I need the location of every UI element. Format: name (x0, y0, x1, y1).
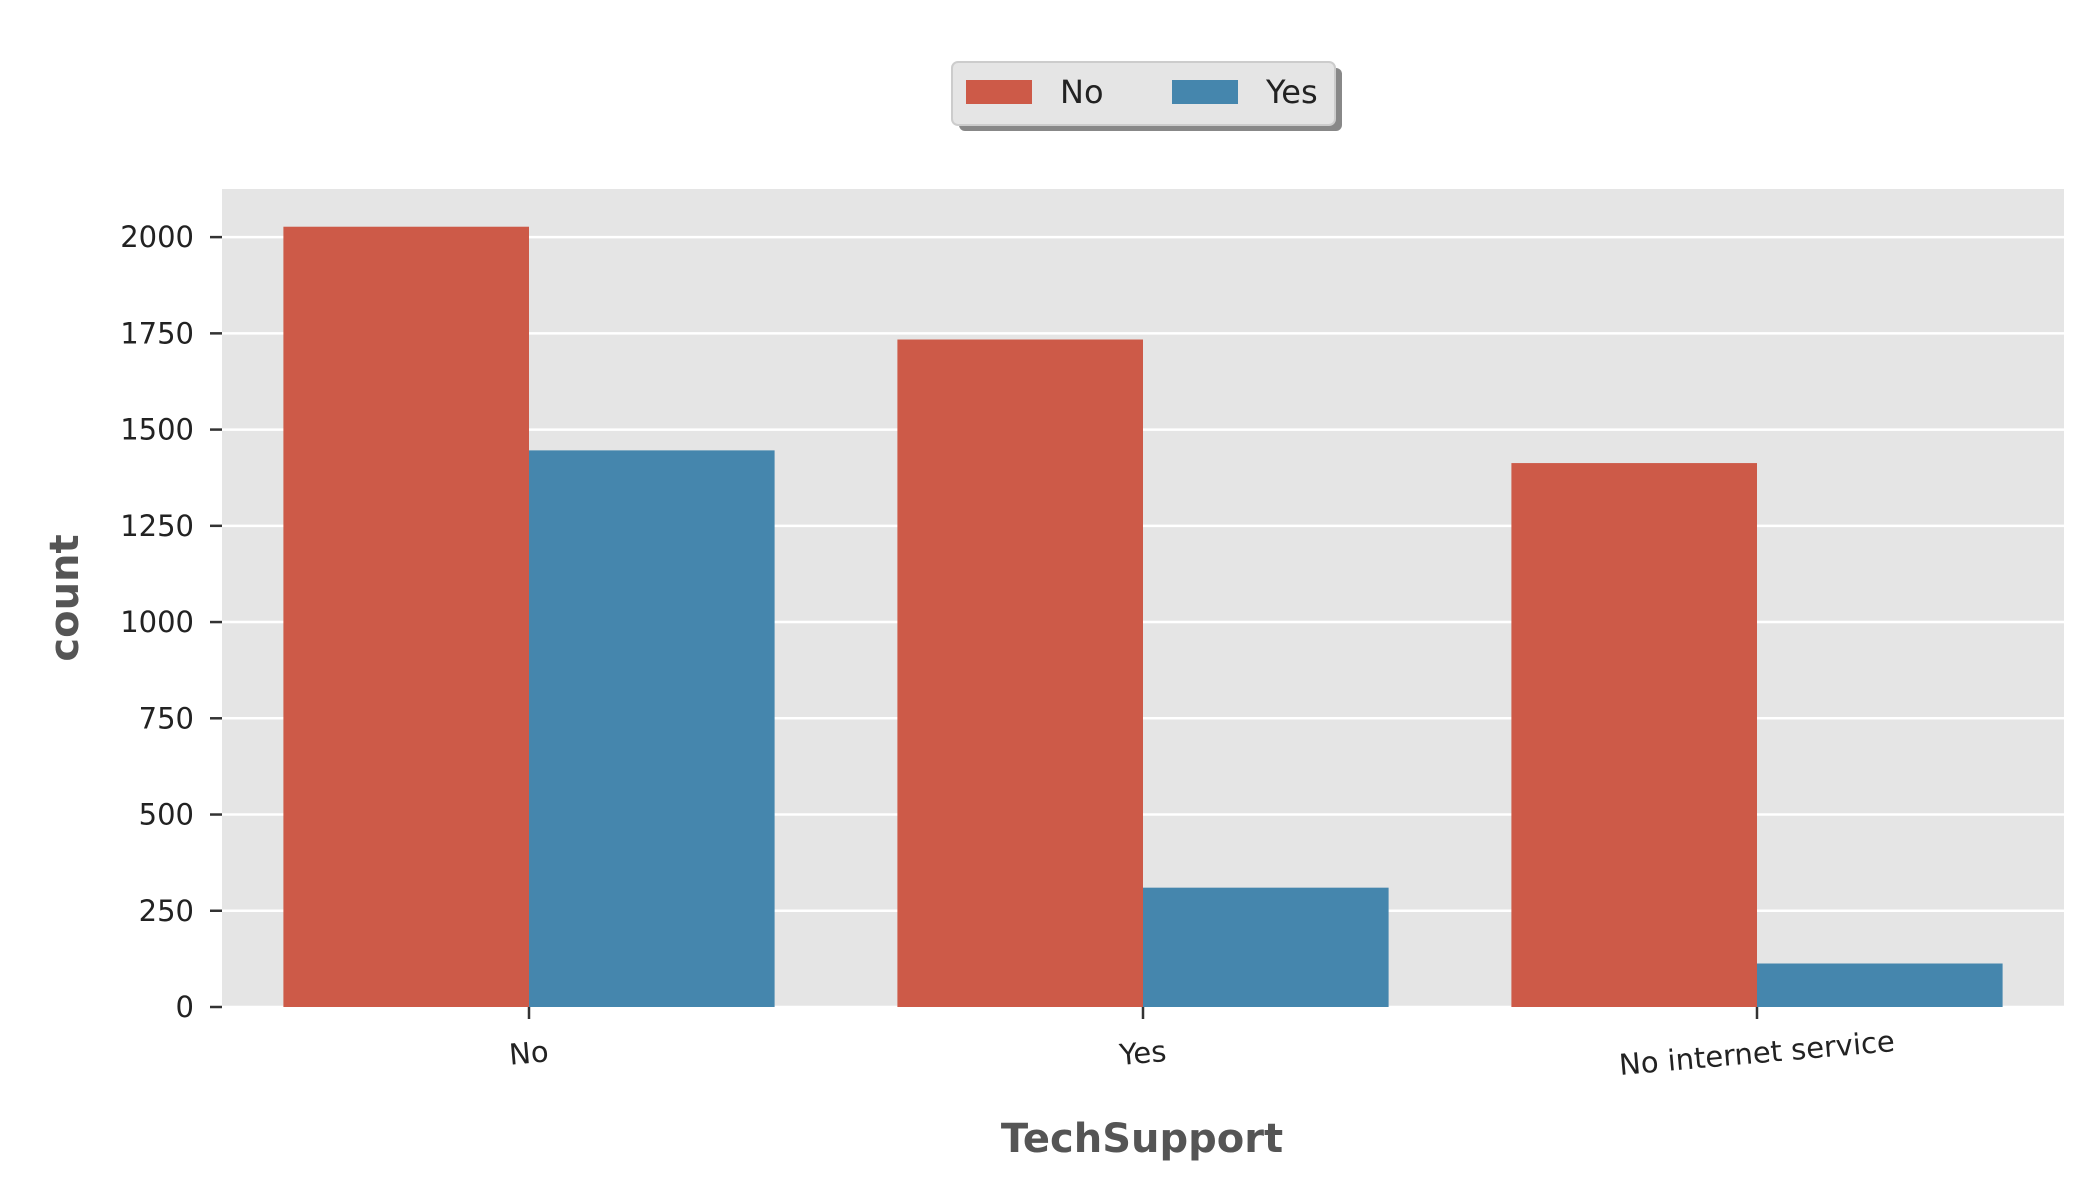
y-tick-label: 1500 (120, 413, 194, 447)
y-tick-label: 1000 (120, 605, 194, 639)
legend: No Yes (951, 61, 1342, 131)
legend-label-no: No (1060, 73, 1104, 111)
bar-no-yes (529, 450, 775, 1007)
bar-no-no (283, 226, 529, 1007)
y-tick-label: 750 (139, 701, 194, 735)
x-tick-label: No internet service (1618, 1024, 1896, 1082)
y-axis-title: count (42, 534, 88, 661)
bar-no-internet-service-yes (1757, 963, 2003, 1007)
y-tick-label: 2000 (120, 220, 194, 254)
y-tick-label: 1250 (120, 509, 194, 543)
bar-yes-no (897, 339, 1143, 1008)
x-tick-label: No (508, 1034, 550, 1071)
x-tick-label: Yes (1117, 1034, 1168, 1072)
y-tick-label: 500 (139, 798, 194, 832)
legend-box (951, 61, 1336, 126)
y-tick-label: 0 (176, 990, 194, 1024)
legend-label-yes: Yes (1265, 73, 1318, 111)
x-axis-title: TechSupport (1001, 1116, 1283, 1162)
y-tick-label: 1750 (120, 316, 194, 350)
legend-swatch-yes (1172, 80, 1238, 104)
bar-no-internet-service-no (1511, 463, 1757, 1007)
bar-yes-yes (1143, 887, 1389, 1007)
legend-swatch-no (966, 80, 1032, 104)
y-tick-label: 250 (139, 894, 194, 928)
